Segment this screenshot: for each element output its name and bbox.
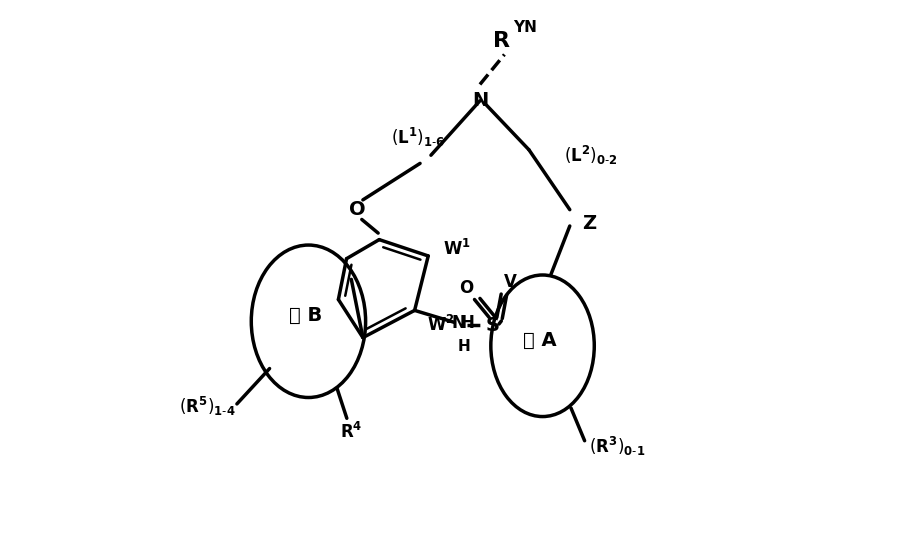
Text: H: H bbox=[461, 314, 474, 332]
Text: V: V bbox=[503, 273, 517, 291]
Text: O: O bbox=[349, 200, 365, 219]
Text: $(\mathbf{R}^\mathbf{5})_\mathbf{1\text{-}4}$: $(\mathbf{R}^\mathbf{5})_\mathbf{1\text{… bbox=[179, 395, 235, 418]
Text: $\mathbf{W}$$^\mathbf{2}$: $\mathbf{W}$$^\mathbf{2}$ bbox=[427, 315, 454, 335]
Text: $\mathbf{R}$: $\mathbf{R}$ bbox=[492, 31, 511, 51]
Text: $\mathbf{W}$$^\mathbf{1}$: $\mathbf{W}$$^\mathbf{1}$ bbox=[444, 239, 472, 260]
Text: N: N bbox=[472, 91, 488, 111]
Text: 环 B: 环 B bbox=[289, 306, 322, 326]
Text: YN: YN bbox=[513, 20, 537, 35]
Text: S: S bbox=[485, 316, 500, 334]
Text: $(\mathbf{L}^\mathbf{1})_\mathbf{1\text{-}6}$: $(\mathbf{L}^\mathbf{1})_\mathbf{1\text{… bbox=[392, 125, 446, 148]
Text: H: H bbox=[458, 339, 471, 354]
Text: N: N bbox=[452, 314, 465, 332]
Text: $(\mathbf{L}^\mathbf{2})_\mathbf{0\text{-}2}$: $(\mathbf{L}^\mathbf{2})_\mathbf{0\text{… bbox=[564, 144, 618, 167]
Text: O: O bbox=[459, 278, 473, 296]
Text: $\mathbf{R}^\mathbf{4}$: $\mathbf{R}^\mathbf{4}$ bbox=[340, 422, 363, 442]
Text: 环 A: 环 A bbox=[523, 331, 556, 350]
Text: $(\mathbf{R}^\mathbf{3})_\mathbf{0\text{-}1}$: $(\mathbf{R}^\mathbf{3})_\mathbf{0\text{… bbox=[590, 434, 645, 458]
Text: $\mathbf{Z}$: $\mathbf{Z}$ bbox=[581, 214, 597, 233]
